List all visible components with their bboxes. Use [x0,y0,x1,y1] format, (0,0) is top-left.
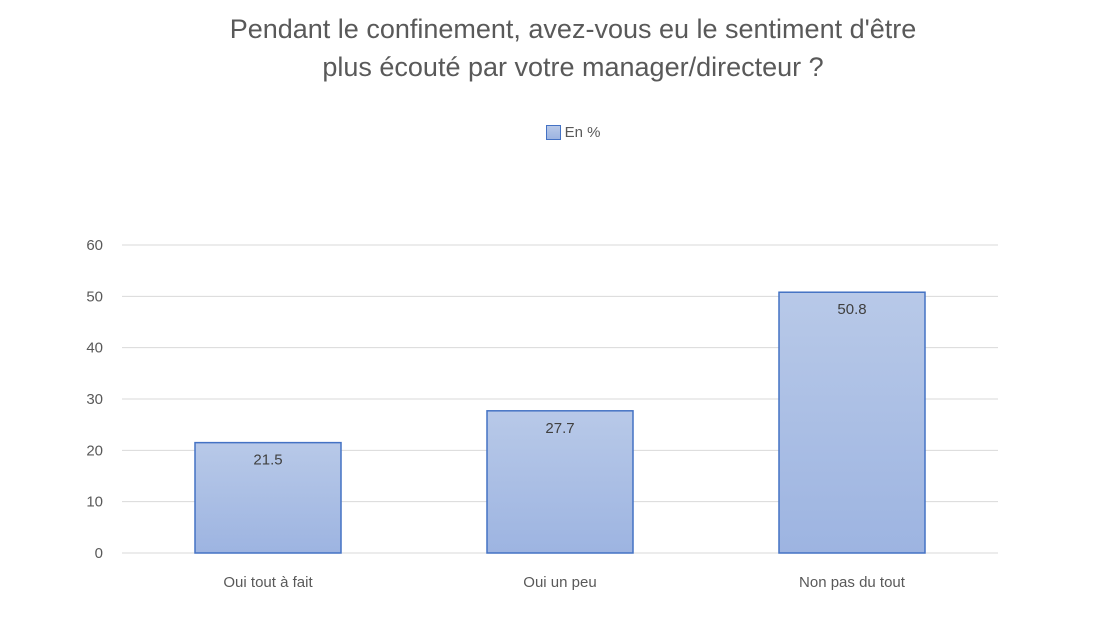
data-label: 21.5 [253,452,282,469]
data-label: 27.7 [545,420,574,437]
bar-3 [778,291,926,554]
y-tick-label: 10 [86,494,103,511]
y-tick-label: 30 [86,391,103,408]
x-tick-label: Non pas du tout [799,574,906,591]
legend-label: En % [564,124,601,141]
data-label: 50.8 [837,301,866,318]
y-tick-label: 20 [86,442,103,459]
data-labels: 21.5 27.7 50.8 [253,301,866,468]
x-tick-label: Oui un peu [523,574,596,591]
y-tick-label: 40 [86,340,103,357]
legend-swatch [545,125,561,140]
legend: En % [0,124,1110,144]
x-tick-label: Oui tout à fait [223,574,313,591]
y-tick-label: 60 [86,237,103,254]
y-tick-label: 50 [86,288,103,305]
y-tick-label: 0 [95,545,103,562]
x-axis: Oui tout à fait Oui un peu Non pas du tout [223,574,905,591]
bar-1 [194,441,342,554]
chart-title: Pendant le confinement, avez-vous eu le … [0,10,1110,86]
bars [194,291,926,554]
chart-title-line-2: plus écouté par votre manager/directeur … [322,52,824,82]
legend-item: En % [545,124,601,141]
y-axis: 0 10 20 30 40 50 60 [86,237,103,562]
bar-2 [486,410,634,554]
chart-title-line-1: Pendant le confinement, avez-vous eu le … [229,14,917,44]
